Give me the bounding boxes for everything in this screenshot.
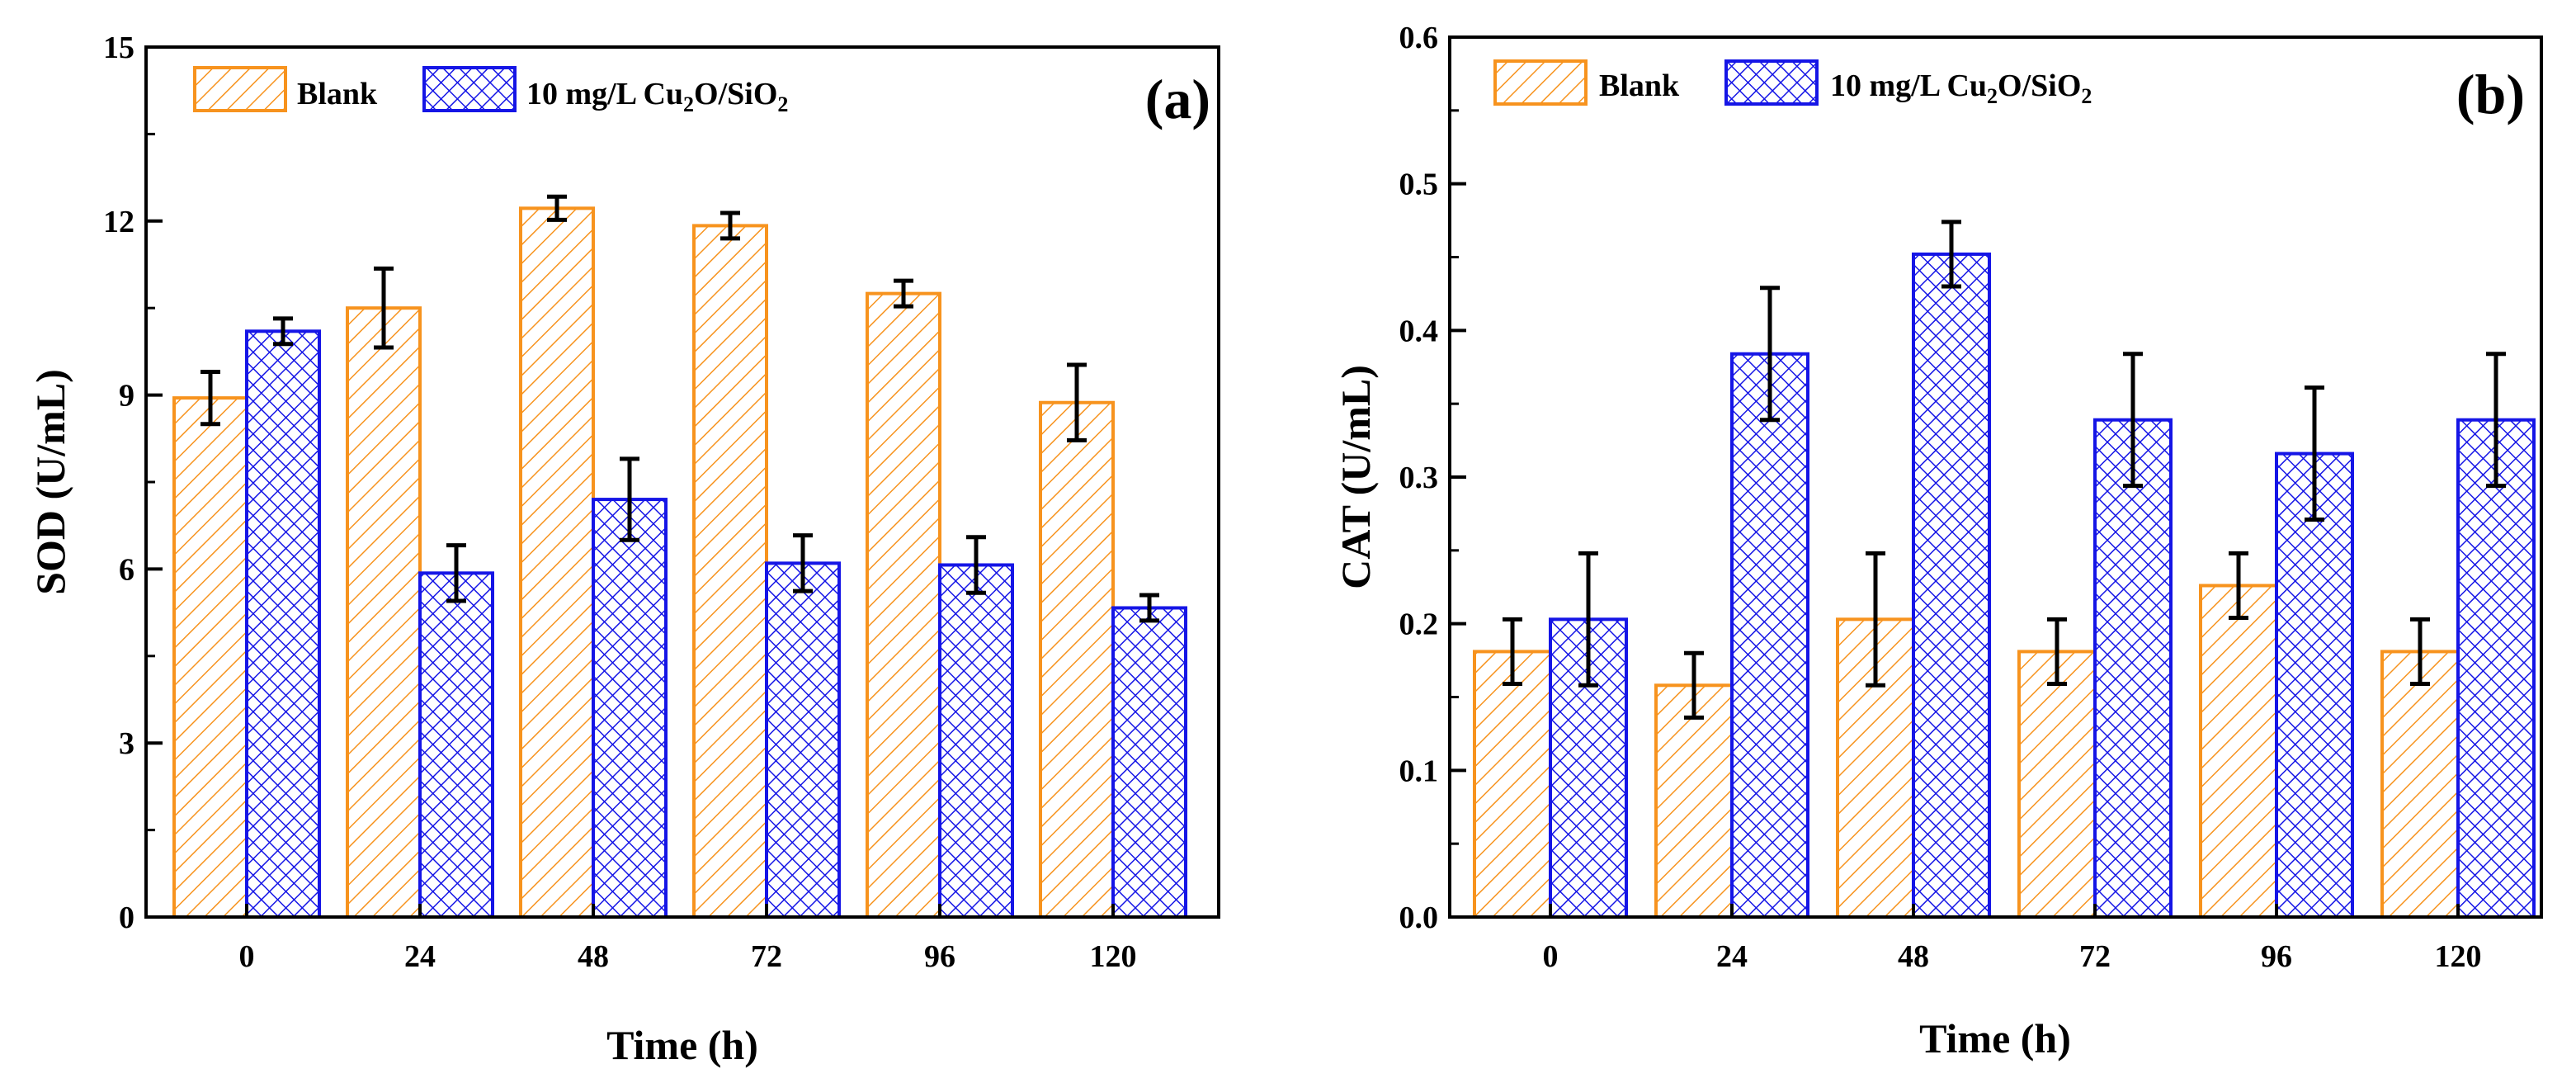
y-tick-label: 12	[103, 205, 134, 239]
bar-treatment-72	[2093, 418, 2173, 919]
bar-blank-120	[1039, 400, 1115, 919]
bar-blank-48	[519, 206, 595, 919]
chart-panel-a: 0 24 48 72 96 120 0 3 6 9 12 15 (a) Blank 10 mg/L C…	[27, 31, 1220, 1068]
bar-blank-0	[1473, 650, 1552, 919]
legend-label-treatment: 10 mg/L Cu2O/SiO2	[1830, 69, 2092, 108]
x-tick-label: 96	[2261, 939, 2292, 974]
plot-frame	[1448, 35, 2543, 919]
x-tick-label: 96	[924, 939, 955, 974]
bar-blank-120	[2380, 650, 2460, 919]
x-axis-label: Time (h)	[1919, 1015, 2071, 1061]
chart-panel-b: 0 24 48 72 96 120 0.0 0.1 0.2 0.3 0.4 0.5 0.6 (b) Bl…	[1333, 21, 2543, 1061]
legend-swatch-blank	[193, 66, 287, 112]
bar-treatment-0	[245, 329, 321, 919]
x-axis-label: Time (h)	[606, 1022, 758, 1068]
bar-treatment-48	[592, 498, 668, 919]
x-tick-label: 72	[751, 939, 782, 974]
y-tick-label: 6	[119, 552, 134, 587]
x-tick-label: 24	[404, 939, 436, 974]
x-tick-label: 0	[1543, 939, 1559, 974]
x-tick-label: 72	[2079, 939, 2111, 974]
axis-ticks-layer: 0 24 48 72 96 120 0 3 6 9 12 15	[103, 31, 1137, 974]
bar-treatment-120	[2456, 418, 2536, 919]
y-tick-label: 0.0	[1399, 901, 1439, 935]
legend-swatch-treatment	[1724, 59, 1819, 106]
y-tick-label: 0.2	[1399, 607, 1439, 642]
y-tick-label: 9	[119, 379, 134, 414]
legend-label-treatment: 10 mg/L Cu2O/SiO2	[526, 77, 788, 116]
y-tick-label: 3	[119, 726, 134, 761]
bar-treatment-24	[418, 571, 494, 919]
legend: Blank 10 mg/L Cu2O/SiO2	[193, 66, 788, 116]
legend-label-blank: Blank	[297, 77, 378, 111]
x-tick-label: 120	[2435, 939, 2482, 974]
legend-swatch-blank	[1493, 59, 1588, 106]
bar-treatment-24	[1730, 352, 1809, 919]
bar-blank-72	[2017, 650, 2097, 919]
bar-blank-96	[2199, 584, 2278, 919]
y-tick-label: 0.5	[1399, 168, 1439, 202]
bar-blank-0	[172, 396, 248, 919]
y-tick-label: 0	[119, 901, 134, 935]
bar-blank-96	[866, 291, 941, 919]
y-tick-label: 15	[103, 31, 134, 65]
bar-blank-24	[346, 306, 422, 919]
x-tick-label: 48	[578, 939, 609, 974]
bar-treatment-72	[765, 561, 841, 919]
panel-label: (a)	[1145, 68, 1210, 130]
bar-treatment-96	[938, 563, 1014, 919]
legend-label-blank: Blank	[1599, 69, 1680, 103]
x-tick-label: 0	[239, 939, 255, 974]
y-tick-label: 0.6	[1399, 21, 1439, 55]
panel-label: (b)	[2456, 63, 2525, 125]
bar-blank-24	[1654, 683, 1734, 919]
legend-swatch-treatment	[422, 66, 517, 112]
x-tick-label: 120	[1090, 939, 1137, 974]
x-tick-label: 24	[1716, 939, 1748, 974]
y-axis-label: CAT (U/mL)	[1333, 365, 1379, 589]
bar-blank-72	[692, 224, 768, 919]
bar-treatment-120	[1111, 606, 1187, 919]
y-axis-label: SOD (U/mL)	[27, 369, 73, 595]
bar-treatment-96	[2275, 451, 2354, 919]
x-tick-label: 48	[1898, 939, 1929, 974]
axis-ticks-layer: 0 24 48 72 96 120 0.0 0.1 0.2 0.3 0.4 0.5 0.6	[1399, 21, 2482, 974]
y-tick-label: 0.3	[1399, 461, 1439, 495]
bars-layer	[1473, 252, 2536, 919]
bars-layer	[172, 206, 1187, 919]
plot-frame	[144, 45, 1220, 919]
bar-treatment-48	[1912, 252, 1991, 919]
error-bars-layer	[1503, 220, 2506, 720]
error-bars-layer	[201, 194, 1159, 623]
legend: Blank 10 mg/L Cu2O/SiO2	[1493, 59, 2092, 108]
y-tick-label: 0.4	[1399, 314, 1439, 348]
y-tick-label: 0.1	[1399, 754, 1439, 788]
